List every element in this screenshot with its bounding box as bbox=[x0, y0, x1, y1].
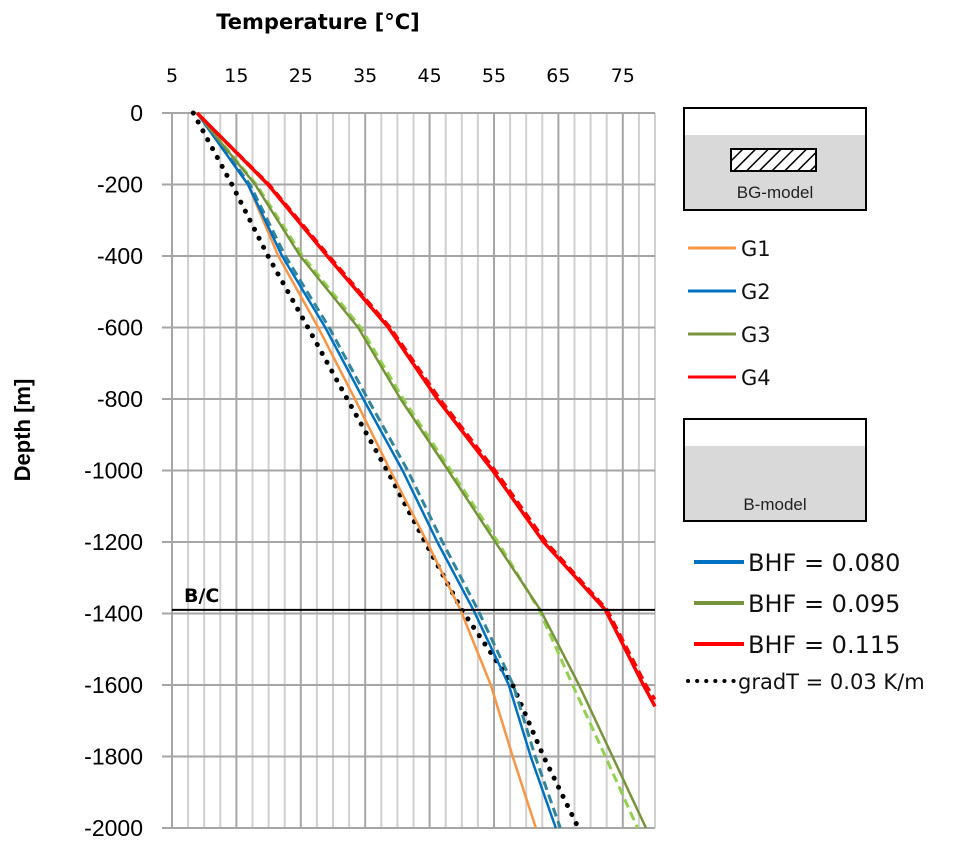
y-tick-labels: 0 -200 -400 -600 -800 -1000 -1200 -1400 -1600 -18… bbox=[84, 100, 143, 841]
x-axis-title: Temperature [°C] bbox=[216, 10, 419, 34]
x-tick-label: 65 bbox=[546, 65, 570, 87]
legend-bhf-label: BHF = 0.115 bbox=[748, 631, 900, 659]
hatched-layer-icon bbox=[730, 148, 817, 172]
series-line-g3-solid bbox=[196, 112, 648, 829]
x-tick-label: 35 bbox=[353, 65, 377, 87]
y-tick-label: -400 bbox=[97, 243, 143, 269]
b-model-legend: B-model bbox=[683, 418, 867, 522]
legend-gradient: gradT = 0.03 K/m bbox=[686, 670, 925, 694]
x-tick-label: 25 bbox=[289, 65, 313, 87]
legend-label-g3: G3 bbox=[741, 323, 771, 347]
b-model-ground bbox=[685, 446, 865, 520]
y-tick-label: -1600 bbox=[84, 672, 143, 698]
legend-label-g1: G1 bbox=[741, 237, 771, 261]
x-tick-label: 45 bbox=[418, 65, 442, 87]
legend-label-g2: G2 bbox=[741, 280, 771, 304]
y-tick-label: -600 bbox=[97, 315, 143, 341]
bg-model-legend: BG-model bbox=[683, 107, 867, 211]
y-tick-label: 0 bbox=[130, 100, 143, 126]
legend-bhf-label: BHF = 0.080 bbox=[748, 549, 900, 577]
legend-gradient-label: gradT = 0.03 K/m bbox=[738, 670, 925, 694]
series-line-bhf-0-095-dashed bbox=[195, 112, 639, 829]
y-axis-title: Depth [m] bbox=[10, 379, 35, 482]
y-tick-label: -800 bbox=[97, 386, 143, 412]
series-group bbox=[190, 110, 657, 831]
x-tick-label: 5 bbox=[166, 65, 178, 87]
grid bbox=[162, 112, 656, 829]
y-tick-label: -2000 bbox=[84, 815, 143, 841]
legend-label-g4: G4 bbox=[741, 366, 771, 390]
legend-bhf-label: BHF = 0.095 bbox=[748, 590, 900, 618]
x-tick-label: 15 bbox=[224, 65, 248, 87]
x-tick-label: 55 bbox=[482, 65, 506, 87]
y-tick-label: -1000 bbox=[84, 458, 143, 484]
series-line-g4-solid bbox=[195, 111, 657, 708]
y-tick-label: -1400 bbox=[84, 601, 143, 627]
b-model-label: B-model bbox=[743, 495, 806, 514]
y-tick-label: -1800 bbox=[84, 744, 143, 770]
x-tick-label: 75 bbox=[611, 65, 635, 87]
y-tick-label: -200 bbox=[97, 172, 143, 198]
bg-model-label: BG-model bbox=[737, 183, 814, 202]
legend-groups: G1 G2 G3 G4 bbox=[688, 237, 771, 390]
y-tick-label: -1200 bbox=[84, 529, 143, 555]
x-tick-labels: 5 15 25 35 45 55 65 75 bbox=[166, 65, 635, 87]
series-line-bhf-0-080-dashed bbox=[195, 112, 562, 829]
legend-bhf: BHF = 0.080 BHF = 0.095 BHF = 0.115 bbox=[694, 549, 900, 659]
bc-label: B/C bbox=[184, 585, 219, 607]
series-line-g1-solid bbox=[196, 112, 538, 829]
series-line-g2-solid bbox=[196, 112, 557, 829]
